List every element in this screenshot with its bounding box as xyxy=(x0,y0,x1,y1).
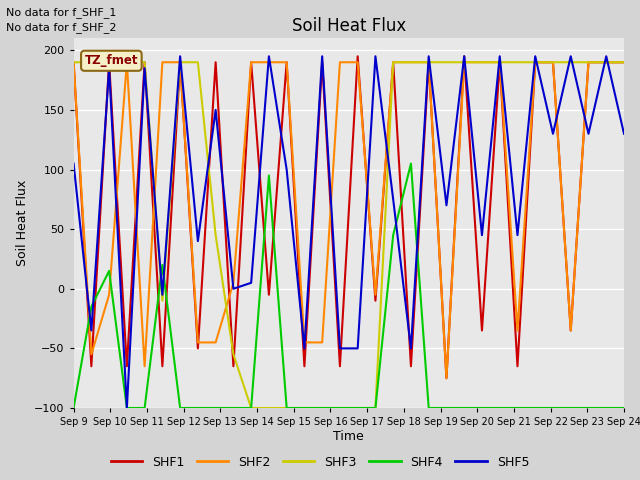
Text: No data for f_SHF_2: No data for f_SHF_2 xyxy=(6,22,117,33)
Legend: SHF1, SHF2, SHF3, SHF4, SHF5: SHF1, SHF2, SHF3, SHF4, SHF5 xyxy=(106,451,534,474)
Text: TZ_fmet: TZ_fmet xyxy=(84,54,138,67)
Text: No data for f_SHF_1: No data for f_SHF_1 xyxy=(6,7,116,18)
Title: Soil Heat Flux: Soil Heat Flux xyxy=(292,17,406,36)
X-axis label: Time: Time xyxy=(333,430,364,443)
Y-axis label: Soil Heat Flux: Soil Heat Flux xyxy=(15,180,29,266)
